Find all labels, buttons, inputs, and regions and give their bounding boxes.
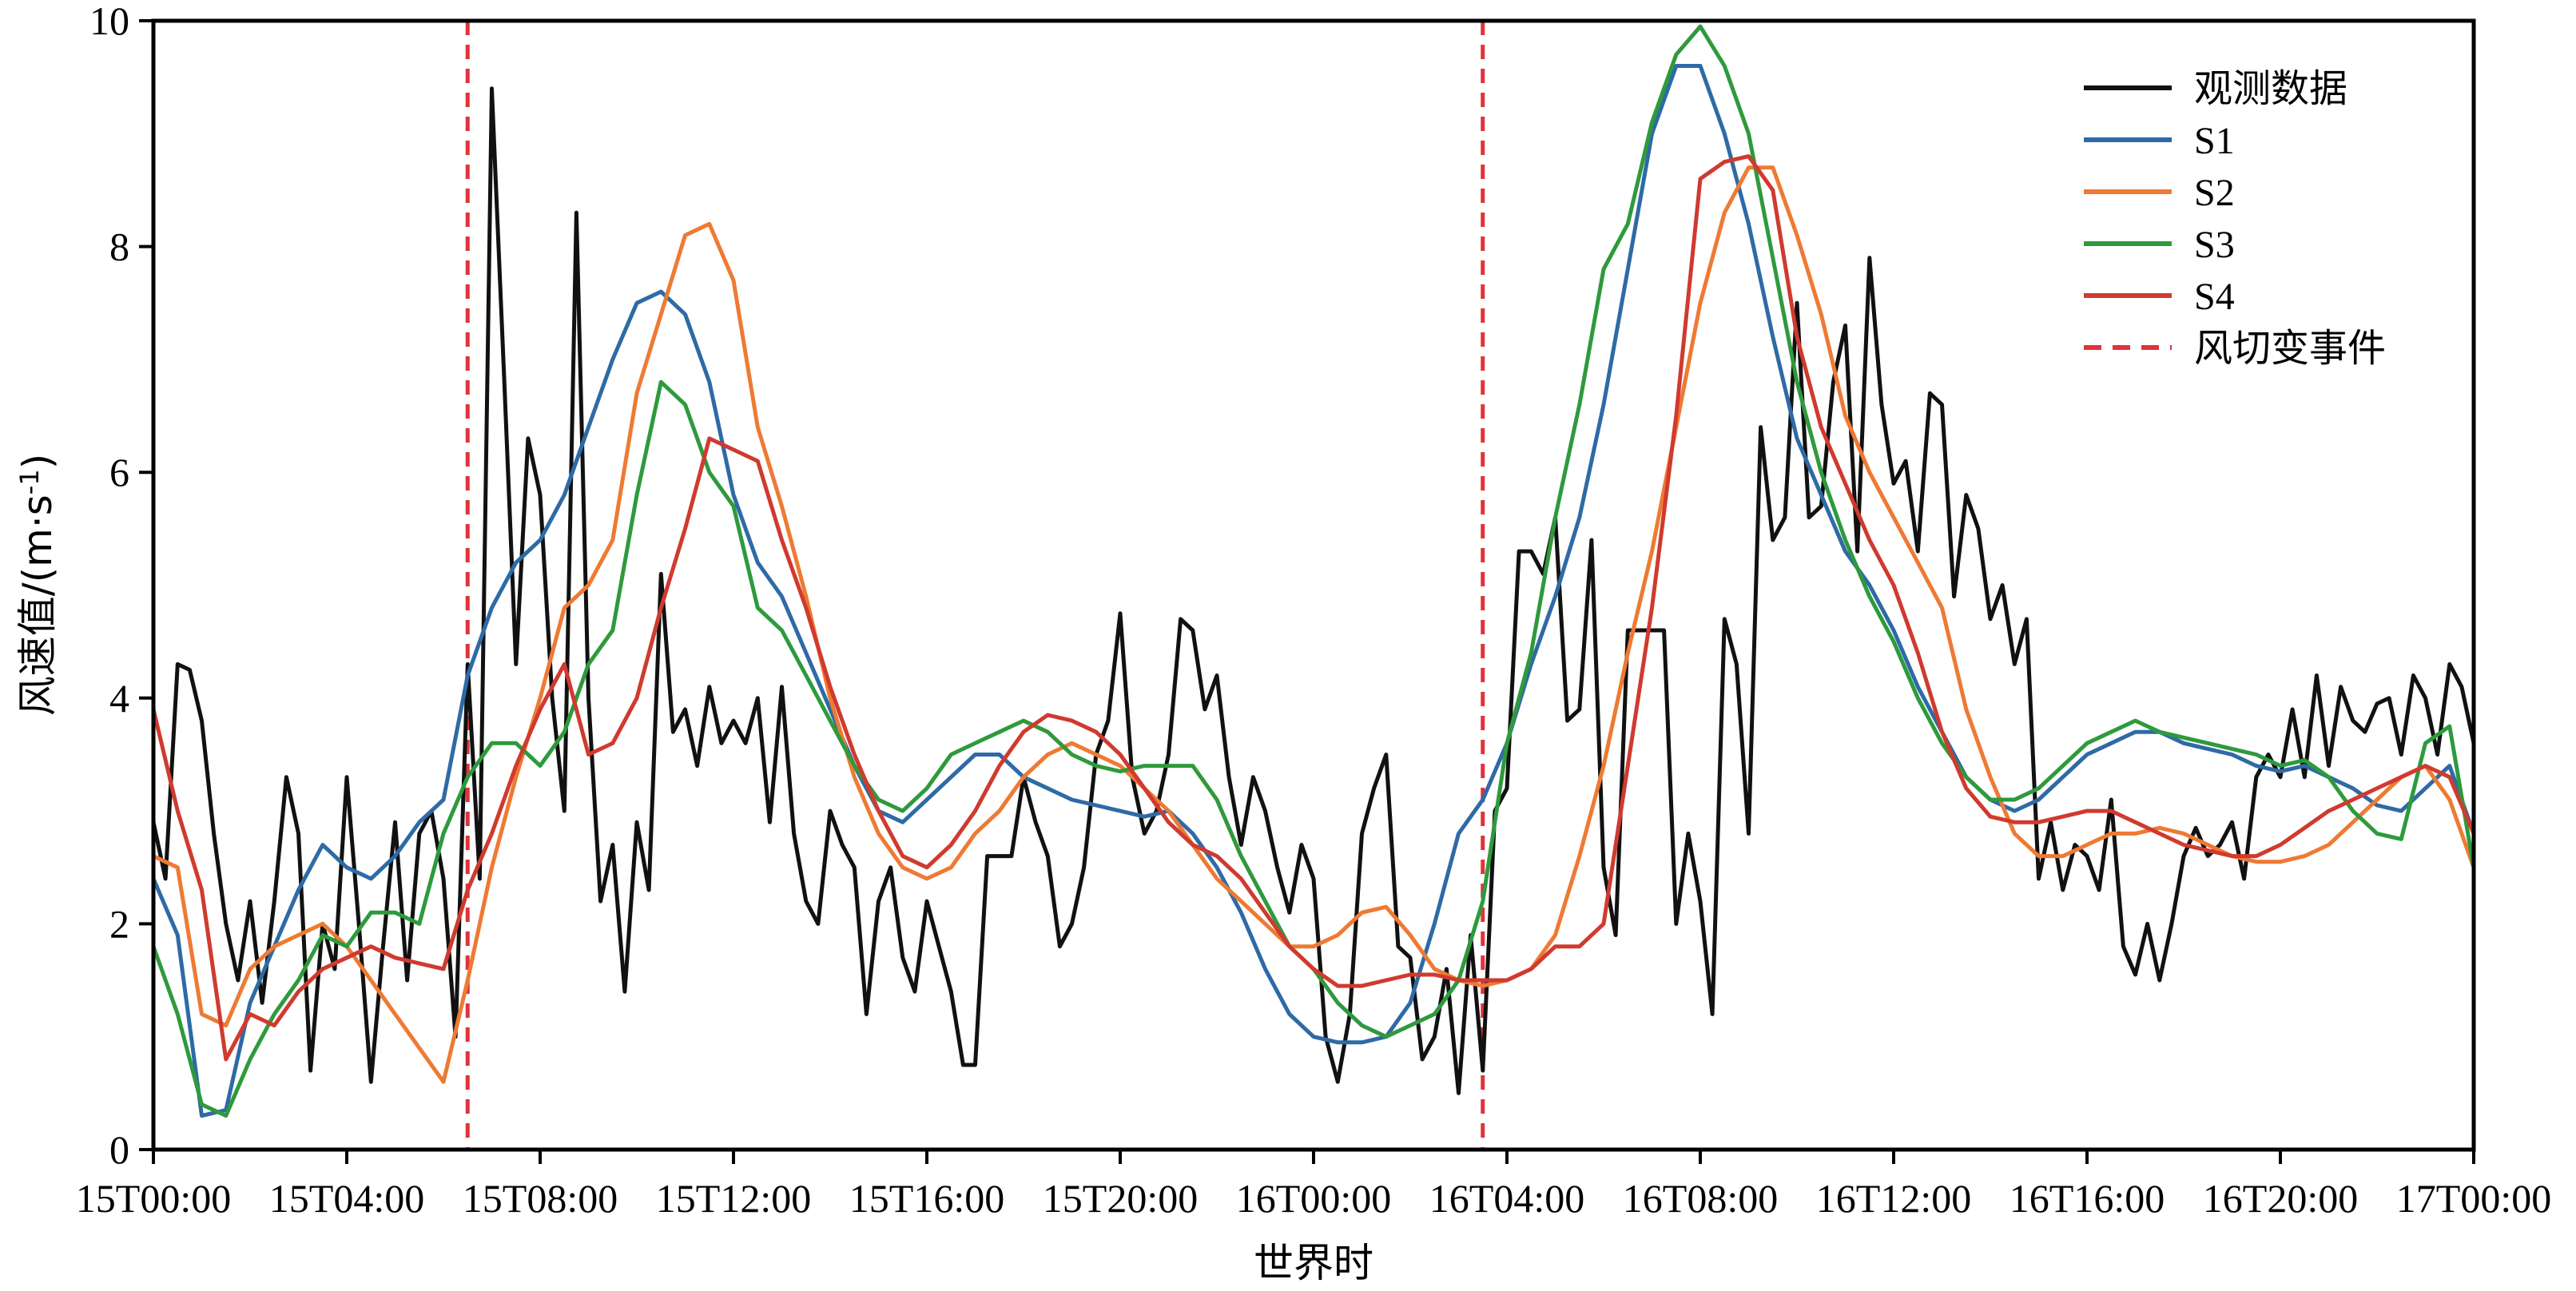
- y-tick-label-5: 10: [89, 0, 129, 43]
- series-observed-line: [151, 86, 2476, 1095]
- x-tick-label-1: 15T04:00: [269, 1176, 424, 1221]
- x-tick-label-8: 16T08:00: [1623, 1176, 1778, 1221]
- legend-label: 风切变事件: [2194, 326, 2386, 371]
- x-tick-label-0: 15T00:00: [76, 1176, 231, 1221]
- legend-label: S3: [2194, 224, 2235, 266]
- series-lines: [151, 24, 2476, 1118]
- x-tick-label-9: 16T12:00: [1816, 1176, 1971, 1221]
- y-tick-label-0: 0: [109, 1127, 129, 1172]
- y-axis-label: 风速值/(m·s-1): [14, 454, 61, 716]
- legend-label: S4: [2194, 276, 2235, 318]
- x-tick-label-4: 15T16:00: [849, 1176, 1004, 1221]
- y-axis: 0 2 4 6 8 10: [89, 0, 153, 1172]
- x-tick-label-10: 16T16:00: [2010, 1176, 2165, 1221]
- legend-item-s3: S3: [2084, 224, 2235, 266]
- legend-item-s2: S2: [2084, 172, 2235, 214]
- legend-item-wind-shear-event: 风切变事件: [2084, 326, 2386, 371]
- x-tick-label-6: 16T00:00: [1236, 1176, 1391, 1221]
- y-axis-label-sup: -1: [14, 469, 45, 495]
- legend-item-s4: S4: [2084, 276, 2235, 318]
- x-tick-label-7: 16T04:00: [1429, 1176, 1584, 1221]
- x-axis-label: 世界时: [1254, 1240, 1373, 1286]
- y-tick-label-1: 2: [109, 901, 129, 946]
- legend: 观测数据 S1 S2 S3 S4 风切变事件: [2084, 66, 2386, 371]
- legend-item-observed: 观测数据: [2084, 66, 2347, 111]
- y-axis-label-close: ): [14, 454, 61, 470]
- legend-label: S1: [2194, 120, 2235, 162]
- legend-item-s1: S1: [2084, 120, 2235, 162]
- y-axis-label-main: 风速值/(m·s: [14, 495, 61, 716]
- y-tick-label-3: 6: [109, 450, 129, 495]
- x-tick-label-12: 17T00:00: [2396, 1176, 2551, 1221]
- series-s4-line: [151, 154, 2476, 1062]
- x-tick-label-11: 16T20:00: [2203, 1176, 2358, 1221]
- x-tick-label-3: 15T12:00: [656, 1176, 811, 1221]
- x-axis: 15T00:00 15T04:00 15T08:00 15T12:00 15T16:00…: [76, 1150, 2551, 1221]
- x-tick-label-2: 15T08:00: [463, 1176, 618, 1221]
- legend-label: 观测数据: [2194, 66, 2347, 111]
- series-s2-line: [151, 165, 2476, 1084]
- series-s1-line: [151, 64, 2476, 1118]
- x-tick-label-5: 15T20:00: [1043, 1176, 1198, 1221]
- legend-label: S2: [2194, 172, 2235, 214]
- y-tick-label-4: 8: [109, 224, 129, 269]
- wind-shear-event-lines: [465, 21, 1485, 1150]
- y-tick-label-2: 4: [109, 676, 129, 721]
